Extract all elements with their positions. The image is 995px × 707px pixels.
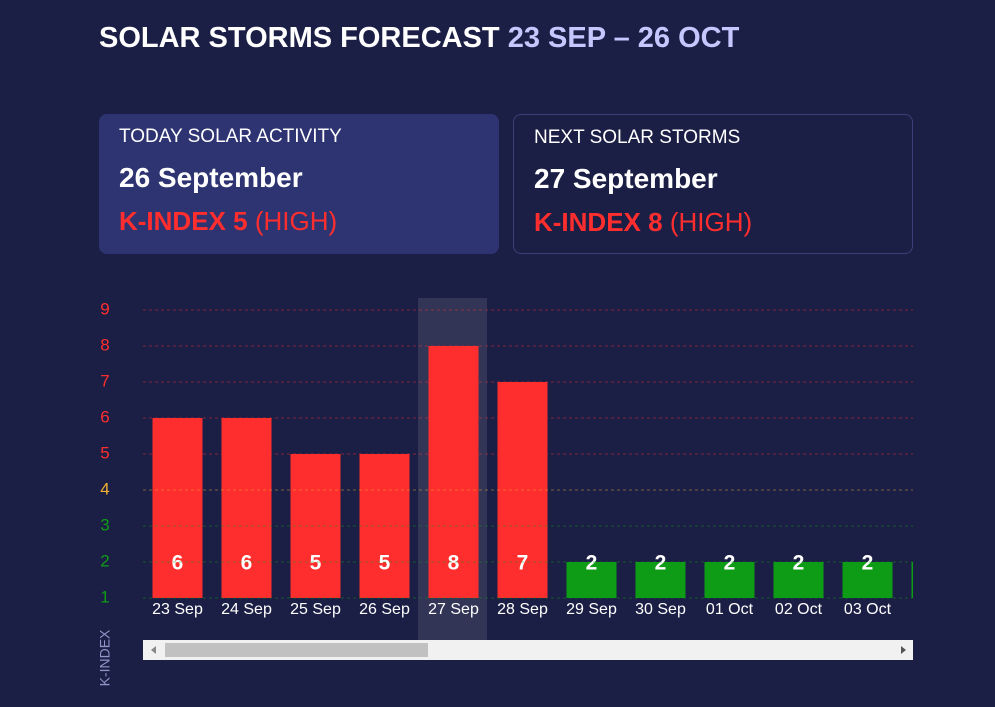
- y-tick-label: 2: [100, 551, 109, 570]
- y-tick-label: 7: [100, 371, 109, 390]
- title: SOLAR STORMS FORECAST: [99, 22, 500, 54]
- bar: [566, 562, 617, 598]
- card: TODAY SOLAR ACTIVITY 26 September K-INDE…: [99, 114, 499, 254]
- value-label: 5: [379, 552, 391, 575]
- y-tick-label: 4: [100, 479, 109, 498]
- value-label: 2: [793, 552, 805, 575]
- x-tick-label: 24 Sep: [221, 601, 272, 618]
- x-tick-label: 03 Oct: [844, 601, 892, 618]
- value-label: 2: [655, 552, 667, 575]
- x-tick-label: 26 Sep: [359, 601, 410, 618]
- value-label: 7: [517, 552, 529, 575]
- bar: [428, 346, 479, 598]
- level: (HIGH): [254, 206, 338, 236]
- bar: [497, 382, 548, 598]
- card-index: K-INDEX 5 (HIGH): [119, 206, 479, 237]
- x-tick-label: 27 Sep: [428, 601, 479, 618]
- k-index: K-INDEX 5: [119, 206, 248, 236]
- value-label: 2: [862, 552, 874, 575]
- bar: [359, 454, 410, 598]
- x-tick-label: 04 Oct: [913, 601, 961, 618]
- k-index: K-INDEX 8: [534, 207, 663, 237]
- value-label: 6: [241, 552, 253, 575]
- bar: [152, 418, 203, 598]
- y-tick-label: 5: [100, 443, 109, 462]
- card: NEXT SOLAR STORMS 27 September K-INDEX 8…: [513, 114, 913, 254]
- x-tick-label: 29 Sep: [566, 601, 617, 618]
- bar: [635, 562, 686, 598]
- card-date: 26 September: [119, 162, 303, 193]
- x-tick-label: 02 Oct: [775, 601, 823, 618]
- card-label: NEXT SOLAR STORMS: [534, 127, 741, 148]
- header-title: SOLAR STORMS FORECAST 23 SEP – 26 OCT: [99, 22, 739, 55]
- bar: [704, 562, 755, 598]
- scroll-thumb[interactable]: [165, 643, 428, 657]
- value-label: 2: [931, 552, 943, 575]
- card-date: 27 September: [534, 163, 718, 194]
- x-tick-label: 25 Sep: [290, 601, 341, 618]
- value-label: 2: [724, 552, 736, 575]
- y-tick-label: 8: [100, 335, 109, 354]
- plot: 6 23 Sep 6 24 Sep 5 25 Sep 5 26 Sep 8 27 Sep 7 28 S…: [152, 298, 961, 640]
- bar: [290, 454, 341, 598]
- y-tick-label: 9: [100, 299, 109, 318]
- value-label: 6: [172, 552, 184, 575]
- x-tick-label: 28 Sep: [497, 601, 548, 618]
- x-tick-label: 01 Oct: [706, 601, 754, 618]
- scroll-right[interactable]: [901, 646, 906, 654]
- level: (HIGH): [669, 207, 753, 237]
- y-tick-label: 1: [100, 587, 109, 606]
- bar: [773, 562, 824, 598]
- bar: [221, 418, 272, 598]
- x-tick-label: 23 Sep: [152, 601, 203, 618]
- y-tick-label: 3: [100, 515, 109, 534]
- bar: [911, 562, 913, 598]
- x-tick-label: 30 Sep: [635, 601, 686, 618]
- date-range: 23 SEP – 26 OCT: [507, 22, 740, 54]
- card-label: TODAY SOLAR ACTIVITY: [119, 126, 342, 147]
- value-label: 5: [310, 552, 322, 575]
- bar: [842, 562, 893, 598]
- y-axis-title: K-INDEX: [97, 629, 113, 686]
- value-label: 2: [586, 552, 598, 575]
- scroll-left[interactable]: [151, 646, 156, 654]
- value-label: 8: [448, 552, 460, 575]
- y-tick-label: 6: [100, 407, 109, 426]
- card-index: K-INDEX 8 (HIGH): [534, 207, 892, 238]
